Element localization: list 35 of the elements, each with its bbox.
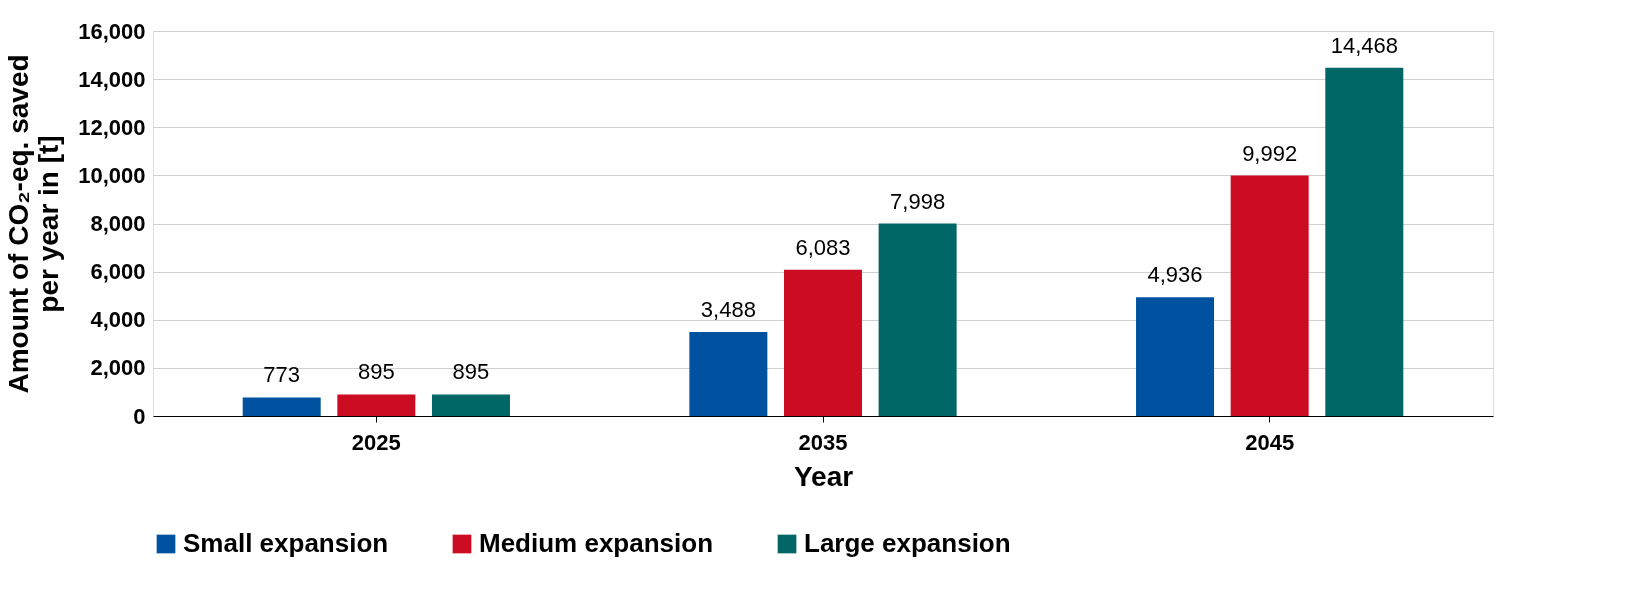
- y-tick-label: 14,000: [78, 66, 146, 92]
- bar: [1325, 67, 1404, 416]
- y-tick-label: 8,000: [90, 211, 146, 236]
- text: 7,998: [890, 188, 946, 214]
- bar: [1136, 297, 1215, 416]
- y-tick-label: 4,000: [90, 307, 146, 333]
- text: 773: [263, 362, 301, 388]
- x-tick-label: 2025: [351, 429, 401, 455]
- text: 895: [452, 359, 490, 385]
- y-axis-title: Amount of CO₂-eq. saved per year in [t]: [3, 54, 65, 394]
- y-tick-label: 12,000: [78, 114, 146, 140]
- legend-label: Small expansion: [183, 528, 389, 558]
- x-tick-label: 2035: [798, 429, 848, 455]
- legend-label: Large expansion: [804, 528, 1011, 558]
- x-axis-title: Year: [793, 460, 854, 492]
- bar: [784, 269, 862, 416]
- y-tick-label: 16,000: [78, 18, 146, 44]
- bar: [1230, 175, 1309, 416]
- text: 4,936: [1147, 262, 1203, 288]
- bar: [337, 394, 416, 416]
- y-tick-label: 10,000: [78, 162, 146, 188]
- text: 3,488: [700, 297, 756, 323]
- x-tick-label: 2045: [1245, 429, 1295, 455]
- bar: [431, 394, 510, 416]
- text: 895: [357, 359, 395, 385]
- text: 6,083: [795, 234, 851, 260]
- y-tick-label: 0: [133, 403, 146, 429]
- legend-label: Medium expansion: [479, 528, 714, 558]
- bar: [878, 223, 957, 416]
- bar: [242, 397, 321, 416]
- bar: [689, 332, 768, 416]
- text: 14,468: [1330, 32, 1398, 58]
- y-tick-label: 6,000: [90, 259, 146, 285]
- y-tick-label: 2,000: [90, 355, 146, 381]
- text: 9,992: [1242, 140, 1298, 166]
